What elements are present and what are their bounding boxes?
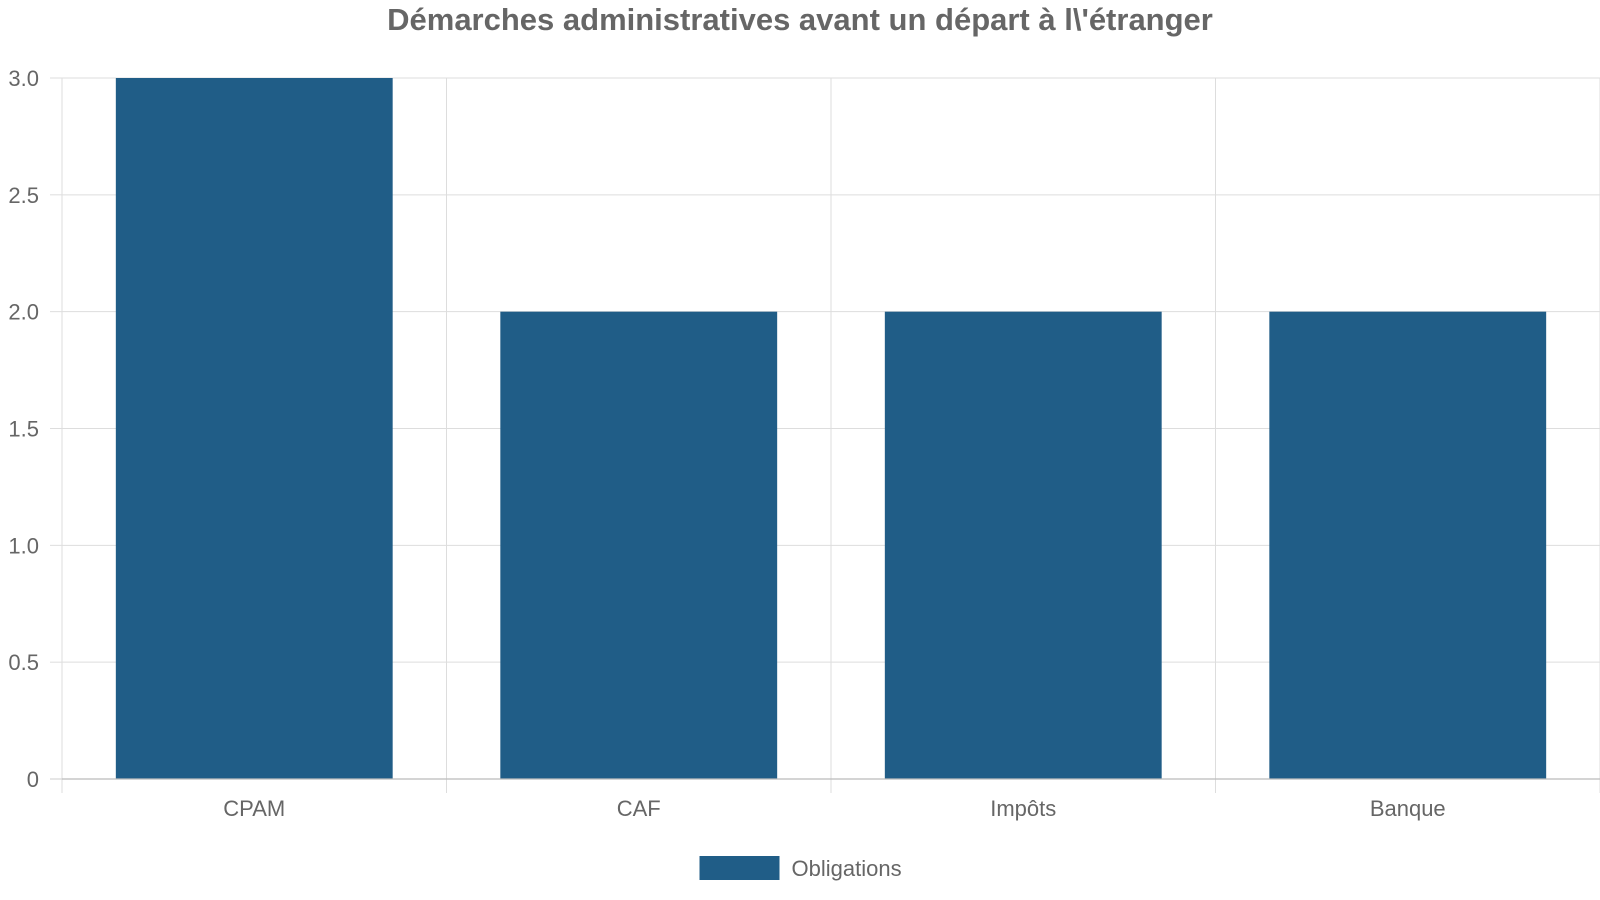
bars	[115, 78, 1547, 779]
x-tick-label: Banque	[1370, 796, 1446, 821]
y-tick-label: 0.5	[8, 650, 39, 675]
y-tick-label: 2.5	[8, 183, 39, 208]
bar-cpam[interactable]	[115, 78, 393, 779]
x-tick-label: CAF	[617, 796, 661, 821]
y-tick-label: 0	[27, 767, 39, 792]
x-tick-label: CPAM	[223, 796, 285, 821]
bar-impôts[interactable]	[884, 311, 1162, 779]
x-tick-label: Impôts	[990, 796, 1056, 821]
bar-caf[interactable]	[500, 311, 778, 779]
y-tick-label: 3.0	[8, 66, 39, 91]
legend-label[interactable]: Obligations	[792, 856, 902, 881]
legend: Obligations	[699, 856, 902, 881]
chart-title: Démarches administratives avant un dépar…	[387, 2, 1213, 37]
y-tick-label: 1.0	[8, 533, 39, 558]
legend-swatch[interactable]	[699, 856, 780, 880]
y-tick-label: 1.5	[8, 417, 39, 442]
bar-banque[interactable]	[1269, 311, 1547, 779]
axes: 0 0.5 1.0 1.5 2.0 2.5 3.0 CPAM CAF Impôts Banque	[8, 66, 1600, 821]
y-tick-label: 2.0	[8, 300, 39, 325]
